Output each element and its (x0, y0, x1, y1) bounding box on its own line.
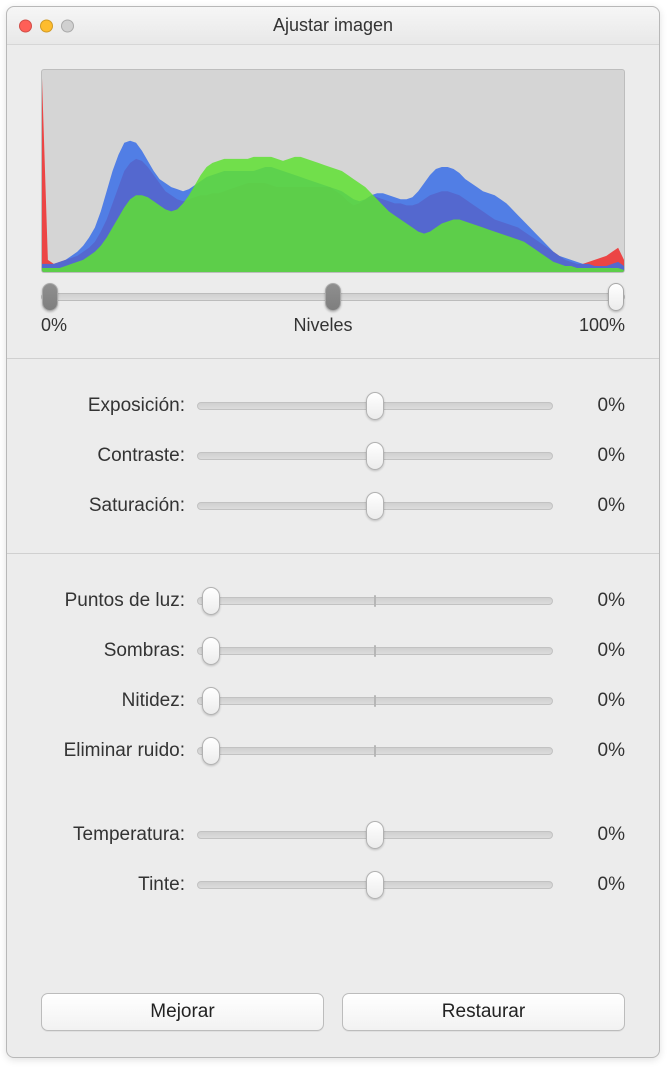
slider-puntosluz[interactable] (197, 589, 553, 613)
slider-thumb-exposicion[interactable] (366, 392, 384, 420)
slider-row-temperatura: Temperatura: 0% (41, 810, 625, 860)
slider-center-notch (374, 595, 376, 607)
levels-center-label: Niveles (293, 315, 352, 336)
slider-row-ruido: Eliminar ruido: 0% (41, 726, 625, 776)
slider-value-saturacion: 0% (553, 495, 625, 517)
slider-row-nitidez: Nitidez: 0% (41, 676, 625, 726)
slider-row-tinte: Tinte: 0% (41, 860, 625, 910)
slider-value-nitidez: 0% (553, 690, 625, 712)
slider-label-puntosluz: Puntos de luz: (41, 590, 197, 612)
slider-thumb-tinte[interactable] (366, 871, 384, 899)
slider-value-exposicion: 0% (553, 395, 625, 417)
enhance-button[interactable]: Mejorar (41, 993, 324, 1031)
sliders-section: Puntos de luz:0%Sombras:0%Nitidez:0%Elim… (7, 568, 659, 918)
slider-value-puntosluz: 0% (553, 590, 625, 612)
slider-thumb-temperatura[interactable] (366, 821, 384, 849)
slider-exposicion[interactable] (197, 394, 553, 418)
slider-saturacion[interactable] (197, 494, 553, 518)
divider (7, 553, 659, 554)
divider (7, 358, 659, 359)
levels-mid-thumb[interactable] (325, 283, 341, 311)
zoom-button[interactable] (61, 19, 74, 32)
slider-row-puntosluz: Puntos de luz: 0% (41, 576, 625, 626)
close-button[interactable] (19, 19, 32, 32)
slider-center-notch (374, 695, 376, 707)
levels-left-label: 0% (41, 315, 67, 336)
slider-label-nitidez: Nitidez: (41, 690, 197, 712)
slider-label-tinte: Tinte: (41, 874, 197, 896)
titlebar: Ajustar imagen (7, 7, 659, 45)
slider-thumb-sombras[interactable] (202, 637, 220, 665)
slider-center-notch (374, 745, 376, 757)
content: 0% Niveles 100% Exposición: 0% Contraste: 0… (7, 45, 659, 1057)
slider-group-1: Exposición: 0% Contraste: 0% Saturación: 0% (41, 373, 625, 539)
levels-labels: 0% Niveles 100% (41, 315, 625, 336)
adjust-image-window: Ajustar imagen 0% Niveles 100% Exposició… (6, 6, 660, 1058)
slider-ruido[interactable] (197, 739, 553, 763)
reset-button[interactable]: Restaurar (342, 993, 625, 1031)
slider-value-temperatura: 0% (553, 824, 625, 846)
slider-sombras[interactable] (197, 639, 553, 663)
slider-group-2: Puntos de luz:0%Sombras:0%Nitidez:0%Elim… (41, 568, 625, 784)
slider-row-saturacion: Saturación: 0% (41, 481, 625, 531)
levels-right-label: 100% (579, 315, 625, 336)
slider-label-temperatura: Temperatura: (41, 824, 197, 846)
slider-thumb-contraste[interactable] (366, 442, 384, 470)
slider-thumb-saturacion[interactable] (366, 492, 384, 520)
slider-group-3: Temperatura: 0% Tinte: 0% (41, 802, 625, 918)
slider-label-ruido: Eliminar ruido: (41, 740, 197, 762)
slider-value-contraste: 0% (553, 445, 625, 467)
levels-slider[interactable] (41, 285, 625, 309)
footer: Mejorar Restaurar (7, 993, 659, 1057)
slider-nitidez[interactable] (197, 689, 553, 713)
slider-row-sombras: Sombras: 0% (41, 626, 625, 676)
histogram (41, 69, 625, 273)
slider-row-exposicion: Exposición: 0% (41, 381, 625, 431)
levels-black-thumb[interactable] (42, 283, 58, 311)
slider-label-sombras: Sombras: (41, 640, 197, 662)
slider-tinte[interactable] (197, 873, 553, 897)
slider-thumb-puntosluz[interactable] (202, 587, 220, 615)
slider-label-contraste: Contraste: (41, 445, 197, 467)
sliders-section: Exposición: 0% Contraste: 0% Saturación: 0% (7, 373, 659, 539)
slider-thumb-ruido[interactable] (202, 737, 220, 765)
window-controls (19, 19, 74, 32)
window-title: Ajustar imagen (7, 15, 659, 36)
slider-label-exposicion: Exposición: (41, 395, 197, 417)
levels-white-thumb[interactable] (608, 283, 624, 311)
slider-row-contraste: Contraste: 0% (41, 431, 625, 481)
slider-value-sombras: 0% (553, 640, 625, 662)
slider-temperatura[interactable] (197, 823, 553, 847)
slider-thumb-nitidez[interactable] (202, 687, 220, 715)
slider-value-ruido: 0% (553, 740, 625, 762)
histogram-section: 0% Niveles 100% (7, 45, 659, 344)
slider-center-notch (374, 645, 376, 657)
slider-label-saturacion: Saturación: (41, 495, 197, 517)
slider-contraste[interactable] (197, 444, 553, 468)
slider-value-tinte: 0% (553, 874, 625, 896)
minimize-button[interactable] (40, 19, 53, 32)
